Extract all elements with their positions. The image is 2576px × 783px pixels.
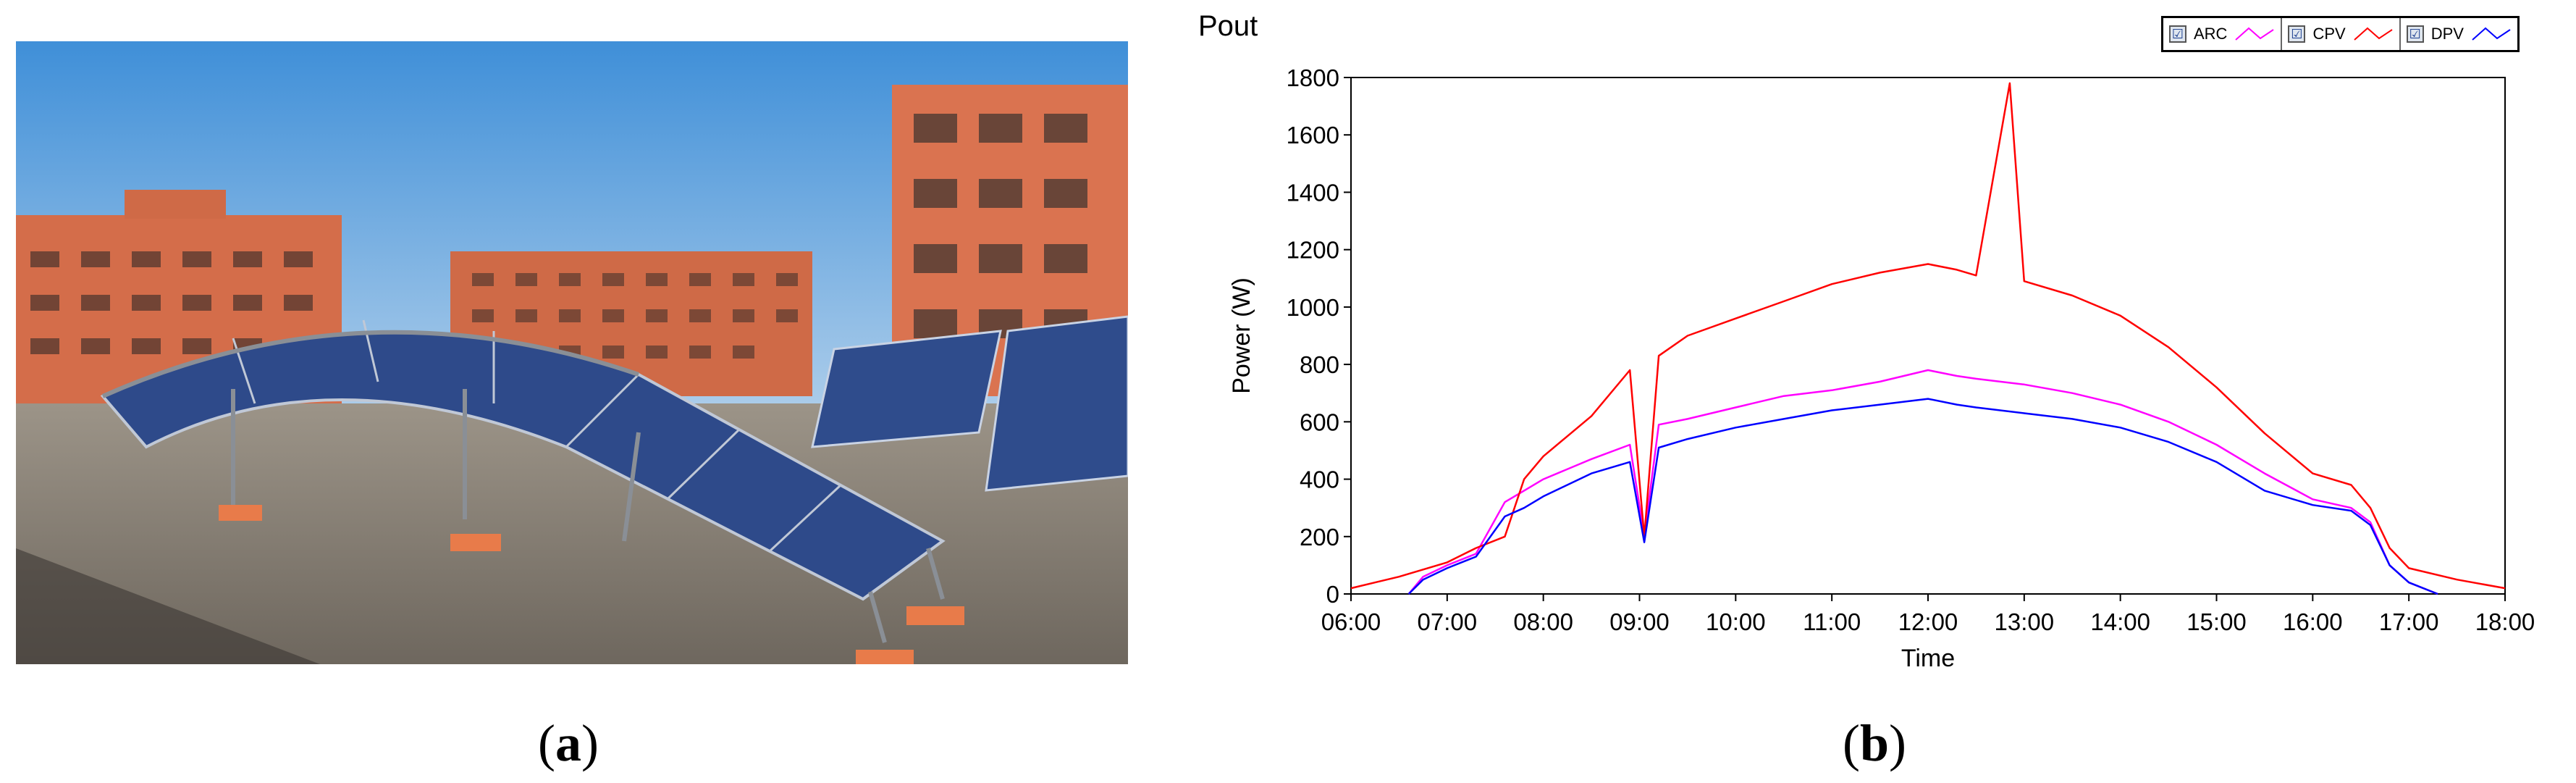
y-tick-label: 0 <box>1326 581 1339 608</box>
legend-checkbox-arc[interactable]: ☑ <box>2169 25 2186 43</box>
arched-solar-array <box>100 319 964 664</box>
y-tick-label: 1200 <box>1287 237 1339 264</box>
x-tick-label: 10:00 <box>1706 608 1766 635</box>
legend-swatch-cpv <box>2354 27 2393 41</box>
legend-item-cpv[interactable]: ☑ CPV <box>2282 18 2401 50</box>
caption-b-letter: b <box>1859 714 1890 772</box>
rooftop-photo <box>16 41 1128 664</box>
legend-swatch-arc <box>2235 27 2275 41</box>
legend-checkbox-cpv[interactable]: ☑ <box>2288 25 2306 43</box>
y-tick-label: 1000 <box>1287 294 1339 321</box>
caption-a: (a) <box>538 714 599 772</box>
series-line-cpv <box>1350 82 2506 590</box>
y-tick-label: 600 <box>1300 409 1339 435</box>
series-line-dpv <box>1407 398 2438 595</box>
legend-swatch-dpv <box>2472 27 2511 41</box>
x-tick-label: 06:00 <box>1321 608 1381 635</box>
series-lines <box>1350 82 2506 595</box>
x-tick-label: 18:00 <box>2475 608 2535 635</box>
legend-item-dpv[interactable]: ☑ DPV <box>2401 18 2517 50</box>
right-solar-panels <box>811 315 1128 492</box>
series-line-arc <box>1407 369 2438 595</box>
y-ticks: 0 200 400 600 800 1000 1200 1400 1600 1800 <box>1287 64 1351 608</box>
x-tick-label: 09:00 <box>1609 608 1670 635</box>
x-tick-label: 15:00 <box>2186 608 2247 635</box>
legend-label-cpv: CPV <box>2312 25 2346 43</box>
plot-area <box>1350 77 2506 595</box>
x-tick-label: 11:00 <box>1803 608 1861 635</box>
y-tick-label: 800 <box>1300 351 1339 378</box>
x-tick-label: 13:00 <box>1995 608 2055 635</box>
caption-b: (b) <box>1843 714 1907 772</box>
x-tick-label: 12:00 <box>1898 608 1958 635</box>
legend-checkbox-dpv[interactable]: ☑ <box>2406 25 2424 43</box>
y-tick-label: 1600 <box>1287 122 1339 148</box>
x-tick-label: 07:00 <box>1418 608 1478 635</box>
legend-item-arc[interactable]: ☑ ARC <box>2163 18 2283 50</box>
x-ticks: 06:00 07:00 08:00 09:00 10:00 11:00 12:00 13:00… <box>1321 594 2535 635</box>
y-tick-label: 400 <box>1300 466 1339 493</box>
caption-a-letter: a <box>555 714 581 772</box>
rooftop-photo-illustration <box>16 41 1128 664</box>
y-tick-label: 1400 <box>1287 179 1339 206</box>
x-tick-label: 08:00 <box>1513 608 1573 635</box>
y-axis-label: Power (W) <box>1228 277 1255 394</box>
legend-label-arc: ARC <box>2194 25 2228 43</box>
x-tick-label: 17:00 <box>2379 608 2439 635</box>
legend-label-dpv: DPV <box>2430 25 2464 43</box>
power-chart: Power (W) Time 0 200 400 600 800 1000 1200 1400… <box>1228 64 2535 672</box>
power-chart-panel: Pout ☑ ARC ☑ CPV ☑ DPV Power (W) Time 0 2… <box>1158 0 2576 695</box>
chart-legend: ☑ ARC ☑ CPV ☑ DPV <box>2161 16 2520 52</box>
y-tick-label: 200 <box>1300 524 1339 550</box>
y-tick-label: 1800 <box>1287 64 1339 91</box>
x-tick-label: 16:00 <box>2283 608 2343 635</box>
x-tick-label: 14:00 <box>2090 608 2150 635</box>
chart-title: Pout <box>1198 10 1258 42</box>
x-axis-label: Time <box>1901 645 1955 672</box>
